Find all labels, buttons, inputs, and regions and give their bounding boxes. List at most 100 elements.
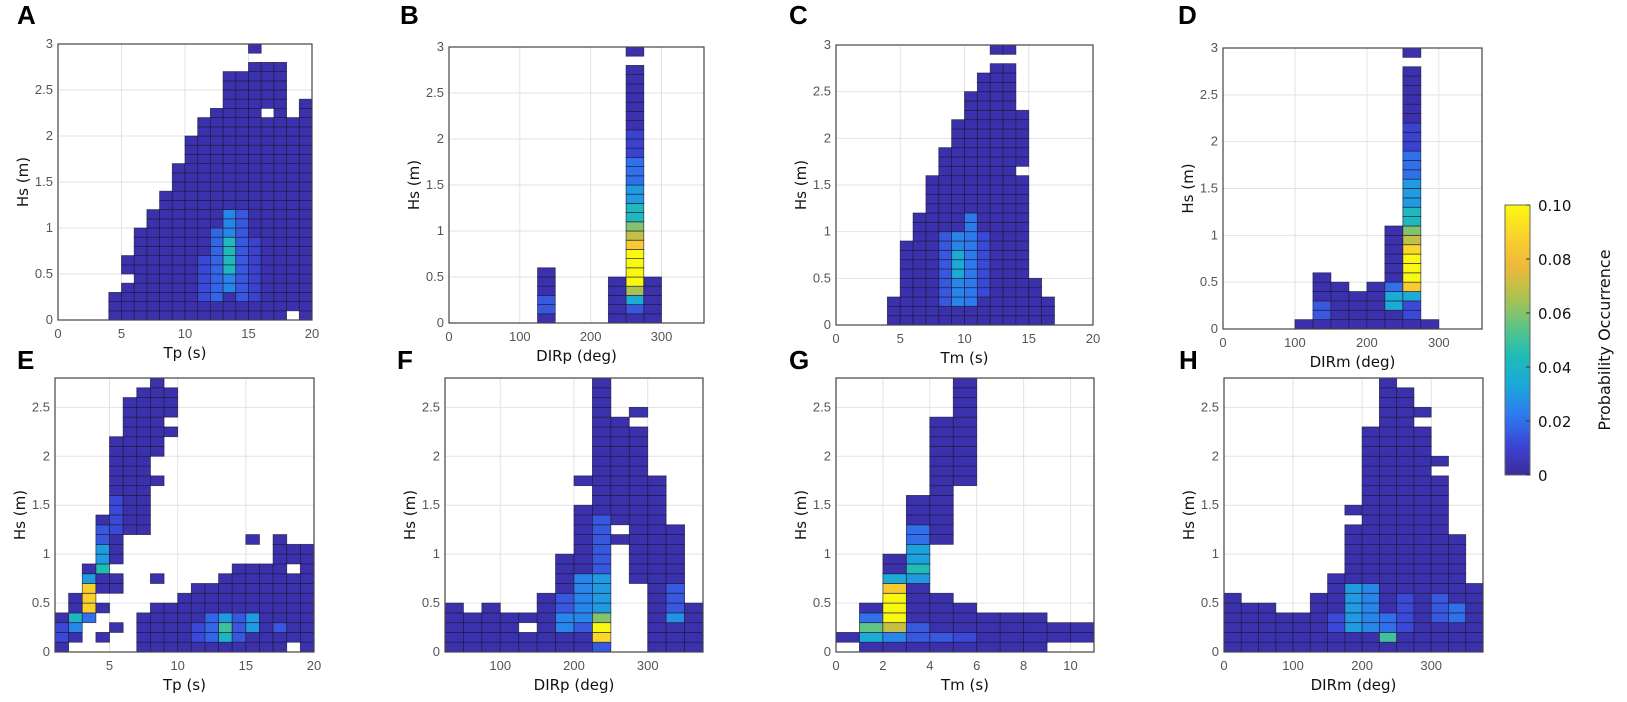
heatmap-cell — [951, 128, 965, 139]
y-tick-label: 1 — [824, 546, 831, 561]
heatmap-cell — [218, 573, 233, 584]
heatmap-cell — [989, 203, 1004, 214]
heatmap-cell — [1330, 319, 1350, 330]
heatmap-cell — [964, 249, 978, 261]
heatmap-cell — [537, 267, 556, 278]
heatmap-cell — [150, 641, 165, 653]
heatmap-cell — [989, 184, 1004, 195]
heatmap-cell — [1327, 602, 1346, 614]
heatmap-cell — [95, 632, 110, 643]
heatmap-cell — [260, 273, 275, 284]
heatmap-cell — [136, 426, 151, 438]
y-tick-label: 2.5 — [35, 82, 53, 97]
heatmap-cell — [1223, 602, 1242, 614]
heatmap-cell — [218, 583, 233, 594]
y-tick-label: 2 — [1211, 134, 1218, 149]
heatmap-cell — [905, 632, 931, 643]
heatmap-cell — [159, 245, 173, 256]
heatmap-cell — [537, 294, 556, 305]
heatmap-cell — [925, 277, 940, 289]
heatmap-cell — [171, 209, 186, 220]
heatmap-cell — [1448, 592, 1467, 604]
heatmap-cell — [1379, 563, 1398, 575]
heatmap-cell — [209, 181, 224, 192]
heatmap-cell — [1002, 175, 1017, 186]
heatmap-cell — [1413, 583, 1432, 594]
heatmap-cell — [197, 227, 211, 238]
heatmap-cell — [1002, 305, 1017, 317]
heatmap-cell — [1413, 495, 1432, 506]
heatmap-cell — [197, 301, 211, 312]
heatmap-cell — [952, 406, 978, 418]
heatmap-cell — [647, 612, 667, 624]
heatmap-cell — [592, 632, 612, 643]
heatmap-cell — [197, 172, 211, 183]
heatmap-cell — [1361, 426, 1380, 438]
heatmap-cell — [1344, 573, 1363, 584]
heatmap-cell — [1413, 485, 1432, 496]
heatmap-cell — [273, 227, 287, 238]
x-tick-label: 200 — [580, 329, 602, 344]
heatmap-cell — [573, 622, 593, 633]
heatmap-cell — [1396, 583, 1415, 594]
panel-letter: G — [789, 345, 809, 375]
x-tick-label: 0 — [1220, 658, 1227, 673]
heatmap-cell — [1240, 602, 1259, 614]
heatmap-cell — [1015, 175, 1030, 186]
heatmap-cell — [952, 465, 978, 477]
heatmap-cell — [625, 267, 645, 278]
heatmap-cell — [1396, 436, 1415, 447]
heatmap-cell — [286, 209, 300, 220]
heatmap-cell — [912, 249, 927, 261]
heatmap-cell — [1002, 259, 1017, 270]
panel-letter: D — [1178, 0, 1197, 30]
panel-a: 0 5 10 15 20 0 0.5 1 1.5 2 2.5 3 Tp (s) Hs (m) A — [14, 0, 319, 362]
heatmap-cell — [171, 163, 186, 174]
heatmap-cell — [222, 71, 237, 82]
colorbar-tick-label: 0.08 — [1538, 251, 1571, 269]
heatmap-cell — [964, 156, 978, 167]
heatmap-cell — [222, 181, 237, 192]
heatmap-cell — [122, 514, 138, 526]
heatmap-cell — [976, 622, 1001, 633]
heatmap-cell — [537, 304, 556, 315]
heatmap-cell — [1402, 66, 1422, 77]
heatmap-cell — [222, 209, 237, 220]
heatmap-cell — [1396, 455, 1415, 467]
heatmap-cell — [1413, 406, 1432, 418]
panel-letter: E — [17, 345, 34, 375]
heatmap-cell — [209, 126, 224, 137]
heatmap-cell — [190, 592, 206, 604]
heatmap-cell — [1396, 553, 1415, 565]
heatmap-cell — [133, 264, 148, 275]
heatmap-cell — [1002, 184, 1017, 195]
heatmap-cell — [272, 583, 288, 594]
heatmap-cell — [133, 227, 148, 238]
heatmap-cell — [197, 190, 211, 201]
heatmap-cell — [259, 573, 274, 584]
heatmap-cell — [912, 268, 927, 279]
heatmap-cell — [1465, 583, 1484, 594]
heatmap-cell — [1448, 612, 1467, 624]
heatmap-cell — [1002, 81, 1017, 93]
heatmap-cell — [209, 255, 224, 266]
heatmap-cell — [555, 583, 575, 594]
heatmap-cell — [573, 504, 593, 516]
heatmap-cell — [1361, 436, 1380, 447]
heatmap-cell — [109, 436, 124, 447]
heatmap-cell — [209, 301, 224, 312]
heatmap-cell — [109, 543, 124, 555]
heatmap-cell — [222, 163, 237, 174]
heatmap-cell — [1430, 632, 1449, 643]
heatmap-cell — [184, 255, 199, 266]
heatmap-cell — [235, 301, 249, 312]
heatmap-cell — [518, 632, 538, 643]
heatmap-cell — [647, 475, 667, 487]
heatmap-cell — [95, 563, 110, 575]
y-axis-label: Hs (m) — [405, 160, 423, 210]
heatmap-cell — [976, 156, 991, 167]
x-tick-label: 0 — [445, 329, 452, 344]
heatmap-cell — [592, 534, 612, 545]
heatmap-cell — [286, 273, 300, 284]
heatmap-cell — [299, 553, 315, 565]
